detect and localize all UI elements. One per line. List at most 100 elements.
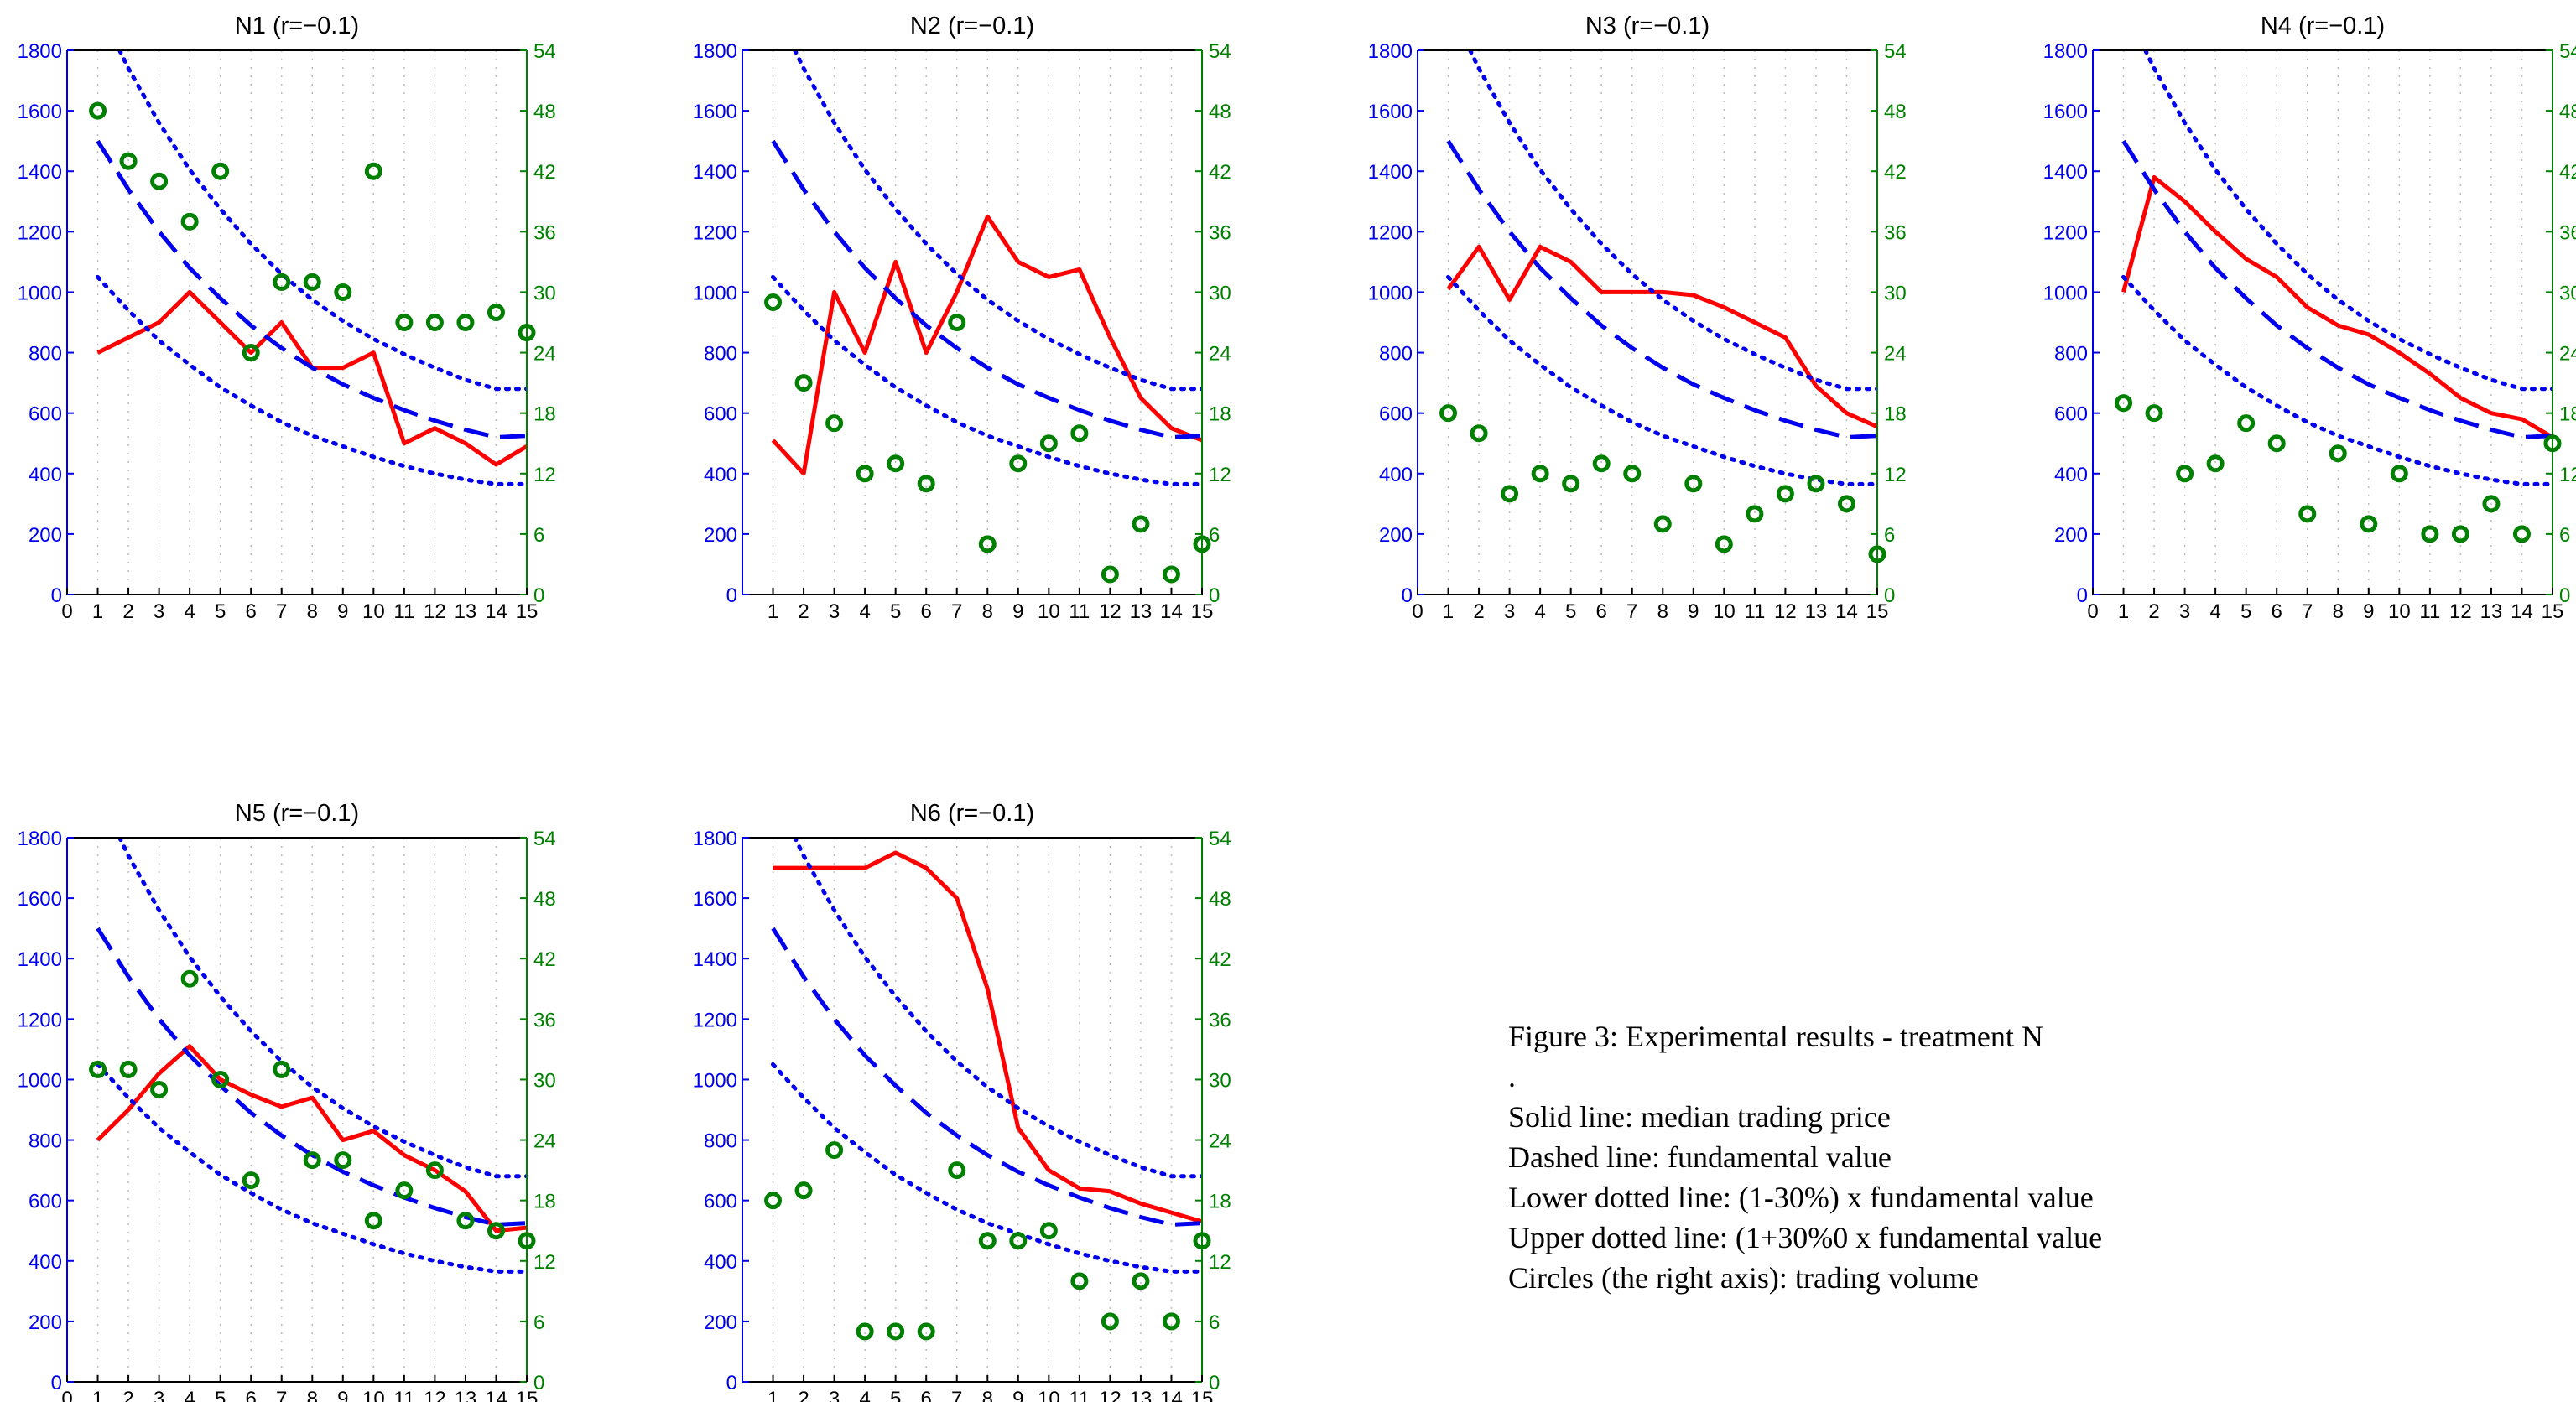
x-tick-label: 6 [246, 600, 257, 623]
volume-point [978, 535, 997, 553]
y2-tick-label: 24 [1884, 343, 1907, 366]
volume-point [487, 1222, 505, 1240]
volume-point [395, 1181, 414, 1200]
y-tick-label: 0 [2077, 584, 2088, 607]
y2-tick-label: 36 [2559, 221, 2576, 244]
volume-point [1746, 505, 1764, 523]
caption-line-fundamental: Dashed line: fundamental value [1508, 1140, 1892, 1174]
y-tick-label: 1000 [693, 1069, 737, 1092]
price-line [1446, 244, 1877, 429]
y-tick-label: 1800 [693, 40, 737, 63]
chart-title: N4 (r=−0.1) [2261, 13, 2385, 39]
fundamental-line [771, 927, 1202, 1227]
volume-point [856, 1322, 874, 1341]
volume-point [1162, 1312, 1180, 1331]
x-tick-label: 5 [890, 1388, 901, 1402]
x-tick-label: 14 [1160, 1388, 1183, 1402]
x-tick-label: 15 [1191, 1388, 1214, 1402]
volume-point [825, 414, 844, 433]
volume-point [334, 283, 352, 301]
y-tick-label: 1000 [693, 282, 737, 304]
upper-band-line [117, 50, 527, 392]
chart-panel-1: N1 (r=−0.1)02004006008001000120014001600… [18, 13, 556, 623]
x-tick-label: 13 [1130, 1388, 1153, 1402]
x-tick-label: 0 [61, 1388, 72, 1402]
y2-tick-label: 18 [533, 403, 556, 426]
x-tick-label: 1 [2118, 600, 2129, 623]
x-tick-label: 5 [1565, 600, 1576, 623]
volume-point [856, 465, 874, 483]
y-tick-label: 800 [704, 343, 737, 366]
y-tick-label: 1000 [18, 1069, 62, 1092]
volume-point [1837, 495, 1855, 513]
volume-point [303, 273, 321, 291]
volume-point [794, 1181, 813, 1200]
x-tick-label: 6 [246, 1388, 257, 1402]
volume-point [1101, 1312, 1119, 1331]
x-tick-label: 5 [215, 1388, 226, 1402]
x-tick-label: 6 [1596, 600, 1607, 623]
y2-tick-label: 48 [1884, 101, 1907, 123]
y-tick-label: 200 [29, 524, 62, 547]
y2-tick-label: 42 [533, 948, 556, 971]
y-tick-label: 600 [29, 1191, 62, 1213]
x-tick-label: 10 [1038, 600, 1060, 623]
fundamental-line [771, 139, 1202, 439]
y-tick-label: 1600 [693, 101, 737, 123]
y2-tick-label: 18 [1884, 403, 1907, 426]
volume-point [917, 1322, 935, 1341]
volume-point [1715, 535, 1733, 553]
x-tick-label: 1 [1443, 600, 1454, 623]
volume-point [364, 1212, 382, 1230]
x-tick-label: 9 [2363, 600, 2374, 623]
x-tick-label: 4 [859, 600, 870, 623]
y2-tick-label: 54 [1209, 40, 1231, 63]
price-line [771, 214, 1202, 476]
x-tick-label: 15 [516, 600, 539, 623]
y2-tick-label: 12 [1209, 1251, 1231, 1274]
y-tick-label: 400 [29, 1251, 62, 1274]
y-tick-label: 1200 [693, 221, 737, 244]
x-tick-label: 11 [393, 1388, 414, 1402]
y2-tick-label: 18 [1209, 1191, 1231, 1213]
volume-point [2451, 525, 2469, 543]
y-tick-label: 800 [29, 343, 62, 366]
x-tick-label: 5 [2240, 600, 2251, 623]
y2-tick-label: 24 [533, 1130, 556, 1153]
y2-tick-label: 0 [533, 584, 544, 607]
y2-tick-label: 12 [1884, 464, 1907, 486]
volume-point [917, 475, 935, 493]
x-tick-label: 8 [982, 600, 993, 623]
y2-tick-label: 12 [533, 464, 556, 486]
y2-tick-label: 36 [1209, 221, 1231, 244]
y2-tick-label: 6 [1884, 524, 1895, 547]
y2-tick-label: 42 [533, 161, 556, 184]
y2-tick-label: 24 [1209, 343, 1231, 366]
x-tick-label: 3 [154, 1388, 164, 1402]
volume-point [2145, 404, 2163, 423]
lower-band-line [96, 274, 527, 486]
x-tick-label: 15 [1866, 600, 1889, 623]
x-tick-label: 13 [2480, 600, 2503, 623]
y2-tick-label: 54 [1209, 828, 1231, 850]
volume-point [948, 1161, 966, 1180]
y2-tick-label: 54 [2559, 40, 2576, 63]
y2-tick-label: 0 [2559, 584, 2570, 607]
lower-band-line [771, 274, 1202, 486]
chart-title: N3 (r=−0.1) [1585, 13, 1710, 39]
chart-title: N2 (r=−0.1) [910, 13, 1034, 39]
y-tick-label: 400 [704, 1251, 737, 1274]
volume-point [456, 314, 475, 331]
y2-tick-label: 18 [1209, 403, 1231, 426]
x-tick-label: 10 [362, 600, 385, 623]
lower-band-line [1446, 274, 1877, 486]
x-tick-label: 3 [2179, 600, 2190, 623]
volume-point [2237, 414, 2256, 433]
volume-point [1531, 465, 1549, 483]
volume-point [1070, 1272, 1089, 1290]
volume-point [1653, 515, 1672, 533]
x-tick-label: 7 [276, 600, 287, 623]
y-tick-label: 1000 [2043, 282, 2088, 304]
volume-point [180, 212, 199, 231]
volume-point [89, 101, 107, 120]
